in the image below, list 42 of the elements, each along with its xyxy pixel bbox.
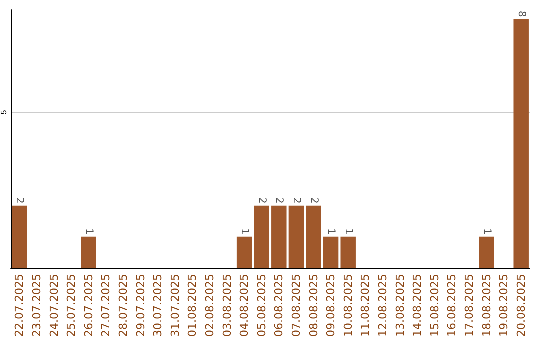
x-tick-label: 27.07.2025 bbox=[100, 274, 113, 338]
data-label: 1 bbox=[481, 228, 492, 235]
x-tick-label: 12.08.2025 bbox=[376, 274, 390, 338]
x-tick-label: 18.08.2025 bbox=[480, 274, 494, 338]
x-tick-label: 16.08.2025 bbox=[446, 274, 459, 338]
x-tick-label: 14.08.2025 bbox=[411, 274, 424, 338]
x-tick-label: 15.08.2025 bbox=[428, 274, 442, 338]
x-tick-label: 22.07.2025 bbox=[13, 274, 26, 338]
x-tick-label: 09.08.2025 bbox=[324, 274, 338, 338]
x-tick-label: 25.07.2025 bbox=[65, 274, 78, 338]
x-tick-label: 17.08.2025 bbox=[462, 274, 476, 338]
data-label: 1 bbox=[83, 228, 94, 235]
x-tick-label: 20.08.2025 bbox=[514, 274, 528, 338]
x-tick-label: 10.08.2025 bbox=[342, 274, 355, 338]
data-label: 2 bbox=[256, 197, 268, 204]
x-tick-label: 05.08.2025 bbox=[255, 274, 268, 338]
x-tick-label: 01.08.2025 bbox=[186, 274, 200, 338]
x-tick-label: 08.08.2025 bbox=[307, 274, 320, 338]
x-tick-label: 23.07.2025 bbox=[30, 274, 44, 338]
x-tick-label: 07.08.2025 bbox=[290, 274, 303, 338]
x-tick-label: 04.08.2025 bbox=[238, 274, 252, 338]
data-label: 2 bbox=[14, 197, 26, 204]
x-tick-label: 29.07.2025 bbox=[134, 274, 148, 338]
x-tick-label: 06.08.2025 bbox=[272, 274, 286, 338]
y-tick-label: 5 bbox=[0, 110, 8, 115]
x-tick-label: 19.08.2025 bbox=[498, 274, 511, 338]
x-tick-label: 31.07.2025 bbox=[168, 274, 182, 338]
data-label: 1 bbox=[342, 228, 354, 235]
x-tick-label: 11.08.2025 bbox=[359, 274, 372, 338]
data-label: 1 bbox=[239, 228, 250, 235]
data-label: 1 bbox=[326, 228, 337, 235]
x-tick-label: 30.07.2025 bbox=[152, 274, 165, 338]
x-tick-label: 13.08.2025 bbox=[394, 274, 407, 338]
data-label: 2 bbox=[308, 197, 320, 204]
x-tick-label: 02.08.2025 bbox=[203, 274, 216, 338]
x-tick-label: 03.08.2025 bbox=[220, 274, 234, 338]
x-tick-label: 28.07.2025 bbox=[116, 274, 130, 338]
data-label: 2 bbox=[290, 197, 302, 204]
data-label: 2 bbox=[274, 197, 285, 204]
x-tick-label: 24.07.2025 bbox=[48, 274, 61, 338]
x-tick-label: 26.07.2025 bbox=[82, 274, 96, 338]
data-label: 8 bbox=[516, 10, 527, 18]
